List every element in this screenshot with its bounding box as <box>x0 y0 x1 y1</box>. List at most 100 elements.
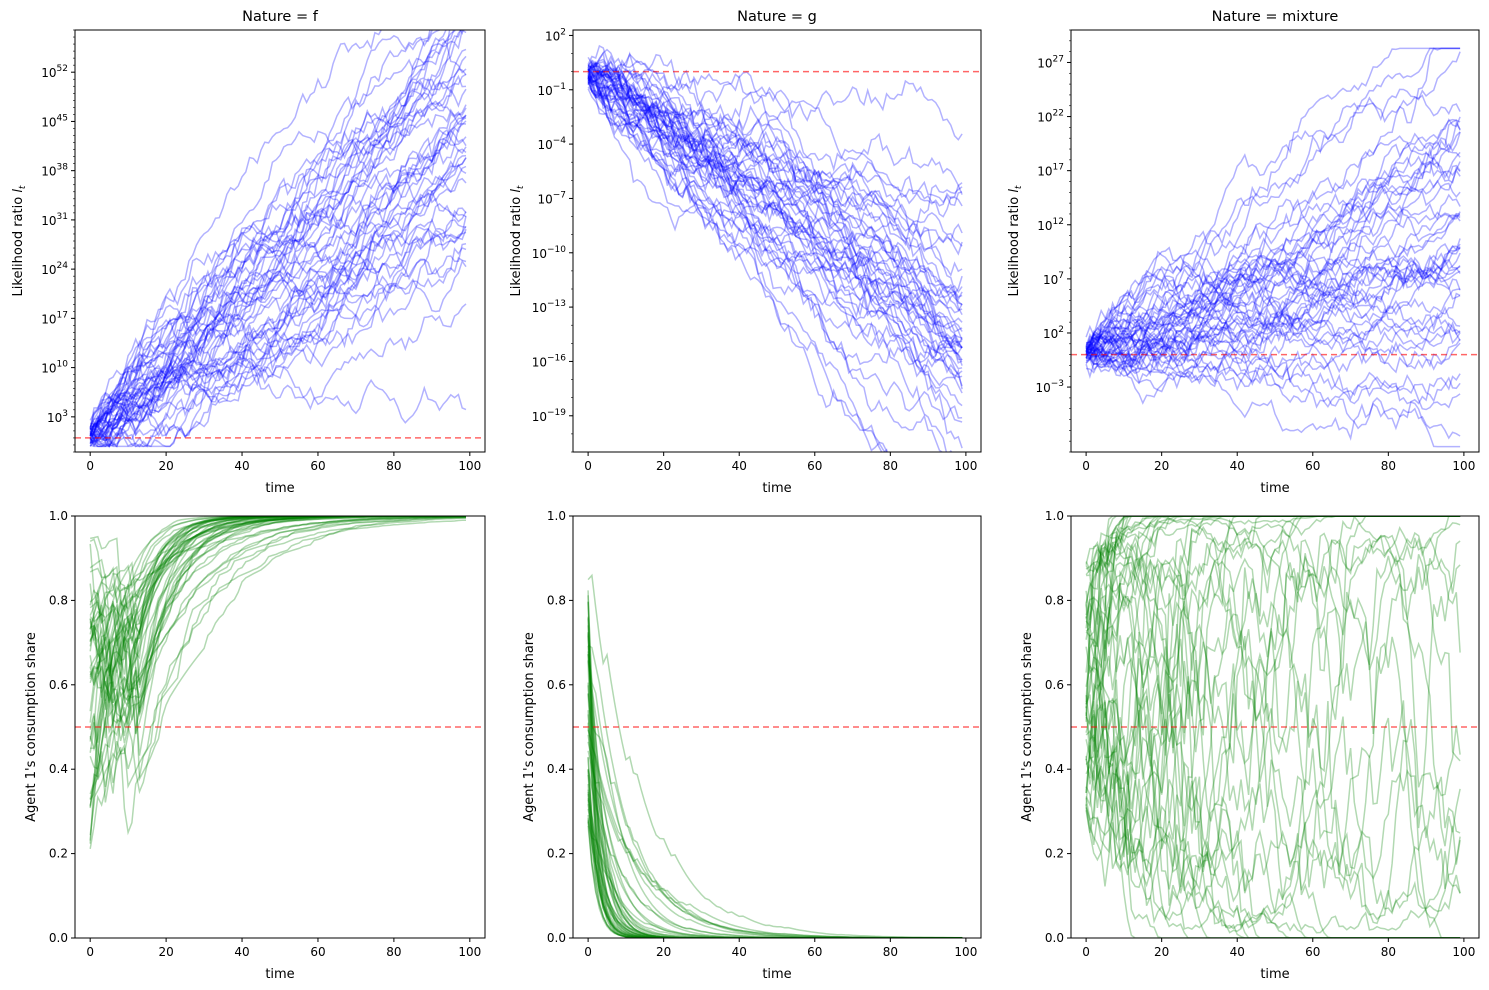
path-line <box>587 63 963 332</box>
path-line <box>587 769 963 938</box>
path-line <box>89 359 467 448</box>
x-tick-label: 20 <box>158 945 173 959</box>
axes-frame <box>572 29 982 453</box>
path-line <box>89 516 466 850</box>
path-line <box>587 68 963 390</box>
x-tick-label: 20 <box>656 945 671 959</box>
x-tick-label: 40 <box>732 945 747 959</box>
path-line <box>1085 703 1461 938</box>
x-tick-label: 40 <box>1230 459 1245 473</box>
path-line <box>1085 535 1461 880</box>
path-line <box>587 62 963 305</box>
path-line <box>1085 516 1461 716</box>
x-tick-label: 100 <box>1452 459 1475 473</box>
plot-area <box>587 573 963 938</box>
path-line <box>587 633 963 938</box>
path-line <box>89 209 467 442</box>
path-line <box>89 516 466 795</box>
x-axis-label: time <box>265 481 294 496</box>
path-line <box>89 120 467 421</box>
path-line <box>587 756 963 938</box>
x-tick-label: 100 <box>954 945 977 959</box>
path-line <box>587 67 963 297</box>
y-axis-label: Agent 1's consumption share <box>1020 632 1035 822</box>
x-tick-label: 80 <box>883 459 898 473</box>
path-line <box>1085 516 1461 781</box>
y-tick-label: 0.6 <box>1045 678 1064 692</box>
path-line <box>587 62 963 207</box>
subplot-4: 0 20 40 60 80 100 0.0 0.2 0.4 0.6 0.8 1.0 time Agent … <box>24 509 486 982</box>
path-line <box>587 50 963 366</box>
y-axis-label: Likelihood ratio lt <box>509 185 526 296</box>
path-line <box>89 233 467 439</box>
path-line <box>1085 330 1461 404</box>
x-tick-label: 80 <box>1381 459 1396 473</box>
path-line <box>89 219 467 448</box>
path-line <box>588 66 963 314</box>
path-line <box>89 30 467 437</box>
subplot-title: Nature = f <box>242 9 319 25</box>
subplot-1: 0 20 40 60 80 100 103 1010 1017 1024 1031 1038 1045 1… <box>11 9 486 496</box>
path-line <box>1085 335 1461 441</box>
y-tick-label: 1.0 <box>1045 509 1064 523</box>
path-line <box>89 30 464 435</box>
x-tick-label: 80 <box>386 459 401 473</box>
path-line <box>1085 264 1461 362</box>
path-line <box>1085 116 1461 359</box>
path-line <box>89 30 462 428</box>
y-tick-label: 1038 <box>41 163 68 179</box>
y-tick-label: 1027 <box>1037 54 1064 70</box>
path-line <box>1085 131 1461 360</box>
path-line <box>1085 238 1461 372</box>
path-line <box>1085 595 1461 930</box>
path-line <box>1085 214 1461 393</box>
path-line <box>1085 252 1461 350</box>
path-line <box>1085 51 1461 353</box>
path-line <box>587 61 963 366</box>
path-line <box>1085 516 1461 620</box>
path-line <box>89 43 467 433</box>
path-line <box>1085 245 1461 356</box>
path-line <box>1085 516 1461 687</box>
path-line <box>1085 146 1461 338</box>
y-tick-label: 1.0 <box>49 509 68 523</box>
path-line <box>587 729 963 938</box>
path-line <box>89 30 455 435</box>
path-line <box>90 155 467 441</box>
path-line <box>587 73 963 378</box>
path-line <box>1085 292 1461 357</box>
axes-frame <box>572 515 982 939</box>
y-tick-label: 107 <box>1043 271 1064 287</box>
path-line <box>587 601 963 938</box>
path-line <box>1085 47 1461 364</box>
y-tick-label: 0.8 <box>49 593 68 607</box>
path-line <box>1085 47 1461 363</box>
path-line <box>1085 516 1461 889</box>
path-line <box>1085 516 1461 808</box>
path-line <box>89 227 467 430</box>
y-tick-label: 1031 <box>41 212 68 228</box>
path-line <box>89 516 466 669</box>
path-line <box>89 516 467 788</box>
path-line <box>1085 516 1461 871</box>
x-axis-label: time <box>762 967 791 982</box>
path-line <box>89 516 466 621</box>
path-line <box>1085 516 1461 604</box>
path-line <box>587 714 963 938</box>
path-line <box>89 516 466 807</box>
path-line <box>587 722 963 938</box>
y-tick-label: 10−4 <box>537 136 566 152</box>
path-line <box>89 516 466 617</box>
path-line <box>89 117 467 443</box>
path-line <box>587 694 963 938</box>
path-line <box>1085 246 1461 347</box>
y-tick-label: 0.6 <box>547 678 566 692</box>
path-line <box>587 76 963 360</box>
path-line <box>587 56 963 387</box>
y-axis-label: Agent 1's consumption share <box>522 632 537 822</box>
path-line <box>89 259 467 437</box>
y-tick-label: 10−19 <box>532 408 567 424</box>
plot-area <box>587 44 963 452</box>
path-line <box>587 68 963 349</box>
path-line <box>587 590 963 938</box>
